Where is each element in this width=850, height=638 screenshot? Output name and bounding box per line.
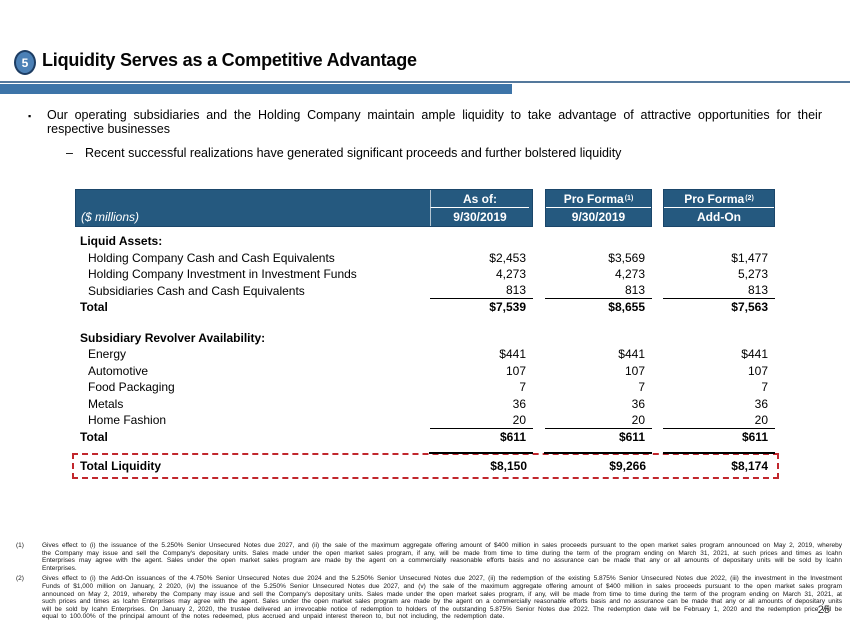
total-value: $7,539 xyxy=(489,300,526,315)
row-value: 813 xyxy=(545,283,652,299)
table-row: Automotive 107 107 107 xyxy=(75,363,775,380)
row-label: Food Packaging xyxy=(88,380,175,395)
overline-rule xyxy=(429,452,533,454)
row-value: 4,273 xyxy=(614,267,645,282)
table-row: Holding Company Investment in Investment… xyxy=(75,266,775,283)
row-value: 107 xyxy=(747,363,768,378)
header-proforma1-label: Pro Forma (1) xyxy=(546,190,651,208)
row-label: Subsidiaries Cash and Cash Equivalents xyxy=(88,283,305,298)
row-label: Holding Company Investment in Investment… xyxy=(88,267,357,282)
footnote-number: (2) xyxy=(16,575,24,583)
row-value: 813 xyxy=(663,283,775,299)
dash-bullet-icon: – xyxy=(66,146,73,160)
sub-bullet-item: – Recent successful realizations have ge… xyxy=(66,146,806,160)
section-header-row: Liquid Assets: xyxy=(75,233,775,250)
section-total-row: Total $7,539 $8,655 $7,563 xyxy=(75,299,775,316)
row-value: $2,453 xyxy=(489,250,526,265)
row-label: Automotive xyxy=(88,363,149,378)
header-box-proforma-1: Pro Forma (1) 9/30/2019 xyxy=(545,189,652,227)
section-header-liquid-assets: Liquid Assets: xyxy=(80,234,163,249)
row-value: $441 xyxy=(741,347,768,362)
table-row: Home Fashion 20 20 20 xyxy=(75,412,775,429)
footnote-2: (2) Gives effect to (i) the Add-On issua… xyxy=(16,575,842,621)
header-box-asof: As of: ($ millions) 9/30/2019 xyxy=(75,189,533,227)
square-bullet-icon: ▪ xyxy=(28,111,32,121)
total-label: Total xyxy=(80,429,108,444)
table-row: Subsidiaries Cash and Cash Equivalents 8… xyxy=(75,283,775,299)
row-value: 36 xyxy=(754,396,768,411)
total-value: $611 xyxy=(741,429,768,444)
row-value: $3,569 xyxy=(608,250,645,265)
total-value: $8,655 xyxy=(608,300,645,315)
row-value: 7 xyxy=(761,380,768,395)
table-row: Food Packaging 7 7 7 xyxy=(75,379,775,396)
footnote-text: Gives effect to (i) the Add-On issuances… xyxy=(42,575,843,621)
grand-total-label: Total Liquidity xyxy=(80,459,162,473)
row-value: 20 xyxy=(545,412,652,429)
header-asof-date: 9/30/2019 xyxy=(430,208,529,226)
row-value: $1,477 xyxy=(731,250,768,265)
total-value: $611 xyxy=(499,429,526,444)
section-header-row: Subsidiary Revolver Availability: xyxy=(75,330,775,347)
page-title: Liquidity Serves as a Competitive Advant… xyxy=(42,50,417,70)
footnote-1: (1) Gives effect to (i) the issuance of … xyxy=(16,542,842,572)
section-total-row: Total $611 $611 $611 xyxy=(75,429,775,446)
row-value: 107 xyxy=(505,363,526,378)
row-value: 107 xyxy=(624,363,645,378)
row-label: Holding Company Cash and Cash Equivalent… xyxy=(88,250,335,265)
total-label: Total xyxy=(80,300,108,315)
row-label: Metals xyxy=(88,396,124,411)
row-label: Home Fashion xyxy=(88,413,167,428)
row-value: 36 xyxy=(512,396,526,411)
units-label: ($ millions) xyxy=(81,210,140,224)
total-value: $611 xyxy=(618,429,645,444)
row-value: 7 xyxy=(519,380,526,395)
header-proforma2-label: Pro Forma (2) xyxy=(664,190,774,208)
section-header-revolver: Subsidiary Revolver Availability: xyxy=(80,330,266,345)
grand-total-value: $9,266 xyxy=(609,459,646,473)
table-header-row: As of: ($ millions) 9/30/2019 Pro Forma(… xyxy=(75,189,775,227)
header-proforma2-text: Pro Forma xyxy=(684,191,745,206)
footnote-text: Gives effect to (i) the issuance of the … xyxy=(42,542,842,572)
row-value: 4,273 xyxy=(495,267,526,282)
liquidity-table: As of: ($ millions) 9/30/2019 Pro Forma(… xyxy=(72,189,779,479)
footnote-number: (1) xyxy=(16,542,24,549)
footnote-ref-1: (1) xyxy=(624,195,634,202)
table-row: Energy $441 $441 $441 xyxy=(75,346,775,363)
header-proforma1-date: 9/30/2019 xyxy=(571,210,626,224)
header-box-proforma-2: Pro Forma (2) Add-On xyxy=(663,189,775,227)
row-label: Energy xyxy=(88,347,127,362)
overline-rule xyxy=(663,452,775,454)
table-row: Holding Company Cash and Cash Equivalent… xyxy=(75,250,775,267)
sub-bullet-text: Recent successful realizations have gene… xyxy=(85,146,622,160)
footnotes: (1) Gives effect to (i) the issuance of … xyxy=(16,542,842,624)
grand-total-value: $8,150 xyxy=(490,459,527,473)
row-value: 7 xyxy=(638,380,645,395)
bullet-text: Our operating subsidiaries and the Holdi… xyxy=(47,108,822,136)
slide-number-badge-icon: 5 xyxy=(14,50,36,75)
page-number: 25 xyxy=(817,604,830,616)
badge-number: 5 xyxy=(21,55,29,70)
total-value: $7,563 xyxy=(731,300,768,315)
row-value: 20 xyxy=(663,412,775,429)
row-value: 813 xyxy=(430,283,533,299)
row-value: 36 xyxy=(631,396,645,411)
footnote-ref-2: (2) xyxy=(745,195,754,202)
overline-rule xyxy=(544,452,652,454)
grand-total-value: $8,174 xyxy=(731,459,768,473)
header-proforma1-text: Pro Forma xyxy=(563,191,624,206)
row-value: 20 xyxy=(430,412,533,429)
row-value: $441 xyxy=(618,347,645,362)
total-liquidity-row: Total Liquidity $8,150 $9,266 $8,174 xyxy=(72,452,779,479)
bullet-item: ▪ Our operating subsidiaries and the Hol… xyxy=(28,108,822,136)
table-row: Metals 36 36 36 xyxy=(75,396,775,413)
title-rule-accent-bar xyxy=(0,84,512,94)
row-value: 5,273 xyxy=(737,267,768,282)
row-value: $441 xyxy=(499,347,526,362)
header-proforma2-addon: Add-On xyxy=(697,210,741,224)
header-asof-label: As of: xyxy=(430,190,529,208)
title-rule-thin xyxy=(0,81,850,83)
